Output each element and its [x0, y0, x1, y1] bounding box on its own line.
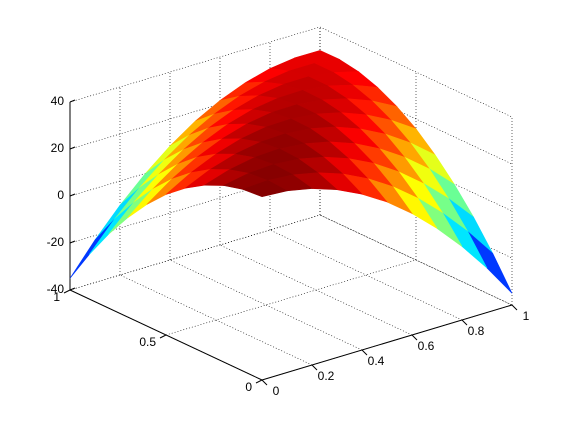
z-tick	[69, 193, 76, 197]
y-tick-label: 1	[53, 290, 60, 304]
surface-patch	[241, 180, 288, 198]
x-tick-label: 0.4	[368, 354, 385, 368]
z-tick	[69, 99, 76, 103]
x-tick	[461, 319, 468, 326]
z-tick-label: 40	[51, 94, 65, 108]
y-tick-label: 0	[245, 380, 252, 394]
x-tick-label: 0.2	[318, 369, 335, 383]
x-tick	[311, 364, 318, 371]
z-tick	[69, 287, 76, 291]
surface-patch	[467, 231, 513, 294]
z-tick	[69, 146, 76, 150]
z-tick-label: -20	[47, 235, 65, 249]
x-tick	[361, 349, 368, 356]
grid-line	[119, 274, 313, 366]
y-tick-label: 0.5	[139, 335, 156, 349]
x-tick-label: 1	[523, 309, 530, 323]
x-tick-label: 0.6	[418, 339, 435, 353]
z-tick-label: 0	[57, 188, 64, 202]
y-tick	[159, 334, 167, 339]
y-tick	[255, 379, 263, 384]
grid-line	[269, 229, 463, 321]
grid-line	[169, 259, 363, 351]
x-tick	[261, 379, 268, 386]
z-tick-label: -40	[47, 282, 65, 296]
z-tick-label: 20	[51, 141, 65, 155]
x-tick-label: 0	[273, 384, 280, 398]
x-tick	[511, 304, 518, 311]
grid-line	[165, 259, 417, 336]
x-tick	[411, 334, 418, 341]
x-tick-label: 0.8	[468, 324, 485, 338]
z-tick	[69, 240, 76, 244]
x-axis	[261, 304, 513, 381]
y-tick	[63, 289, 71, 294]
surface-patch	[88, 202, 134, 255]
